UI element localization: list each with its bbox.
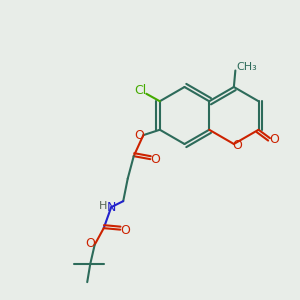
Text: CH₃: CH₃ [237,61,258,72]
Text: O: O [232,139,242,152]
Text: Cl: Cl [134,84,146,97]
Text: H: H [99,201,108,211]
Text: N: N [106,201,116,214]
Text: O: O [134,129,144,142]
Text: O: O [85,237,95,250]
Text: O: O [150,153,160,166]
Text: O: O [269,133,279,146]
Text: O: O [120,224,130,237]
